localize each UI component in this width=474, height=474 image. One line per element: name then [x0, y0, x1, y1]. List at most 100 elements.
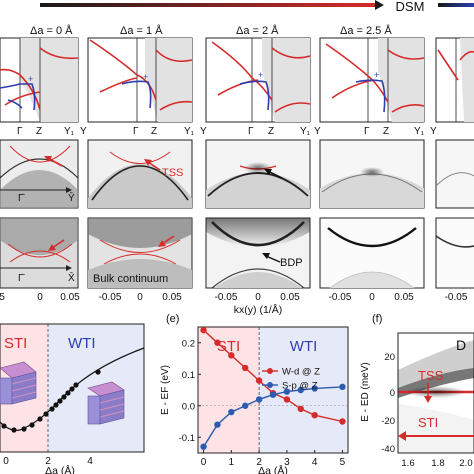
kaxis-tick: -0.05 [99, 292, 122, 303]
data-point [214, 339, 221, 346]
f-xtick: 1.6 [401, 458, 414, 469]
xtick-label: 1 [229, 457, 235, 468]
kaxis-tick: 0 [37, 292, 43, 303]
surface-panel-3 [319, 139, 425, 209]
chart-ticks: 0 1 2 3 4 5 0.2 0.1 0.0 -0.1 [179, 338, 346, 468]
xtick-label: 2 [256, 457, 262, 468]
xlabel: Δa (Å) [45, 464, 75, 474]
ytick-label: 0.1 [182, 370, 195, 381]
k-label: Z [383, 126, 389, 137]
f-sti-arrowhead [398, 431, 406, 441]
band-shade [262, 38, 310, 122]
data-point [311, 385, 318, 392]
band-plus: + [258, 70, 263, 80]
bdp-label: BDP [280, 257, 303, 269]
kaxis-tick: 0.05 [162, 292, 182, 303]
bulk-continuum-label: Bulk continuum [93, 273, 168, 285]
axis-arrowhead [66, 187, 72, 193]
xtick: 4 [87, 456, 93, 467]
band-plus: + [374, 70, 379, 80]
ytick-label: -0.1 [179, 433, 195, 444]
chart-series [200, 327, 346, 450]
k-label: Y₁ [300, 126, 311, 137]
chart-legend: W-d @ Z S-p @ Z [262, 367, 320, 392]
data-point [200, 327, 207, 334]
bottom-left-panel: STI WTI 0 2 4 [0, 323, 145, 474]
dsm-label: DSM [396, 0, 425, 14]
data-point [297, 405, 304, 413]
xspectra-cone-upper [435, 235, 474, 248]
band-plus: + [143, 72, 148, 82]
kaxis-tick: 0 [255, 292, 261, 303]
xtick-label: 0 [201, 457, 207, 468]
band-panel-2: Y Δa = 2 Å + Γ Z Y₁ [200, 24, 311, 137]
surface-panel-1: TSS [87, 139, 193, 209]
sti-label: STI [4, 335, 27, 352]
ytick-label: 0.2 [182, 338, 195, 349]
tss-arrowhead [144, 159, 152, 166]
slab-wti [87, 381, 125, 425]
chart-region-labels: STI WTI [217, 327, 317, 453]
band-red [325, 43, 425, 113]
xspectra-row: Γ̄ X̄ Bulk continuum BDP [0, 217, 474, 289]
xspectra-panel-0: Γ̄ X̄ [0, 217, 79, 289]
f-xtick: 2.0 [459, 458, 472, 469]
kaxis-tick: 0.05 [60, 292, 80, 303]
data-point [242, 364, 249, 372]
data-point [297, 386, 304, 394]
data-point [228, 408, 235, 416]
kaxis-tick: 0.05 [394, 292, 414, 303]
xtick: 2 [45, 456, 51, 467]
panel-f: (f) D TSS STI E - ED (meV) 20 0 -20 -40 … [360, 313, 474, 469]
xtick-label: 5 [340, 457, 346, 468]
band-panel-title: Δa = 1 Å [120, 24, 163, 37]
gamma-bar-label: Γ̄ [18, 193, 26, 204]
f-frame [397, 332, 474, 454]
tss-arrow [161, 235, 175, 245]
kaxis: 5 0 0.05 -0.05 0 0.05 -0.05 0 0.05 -0.05… [0, 292, 468, 316]
region-sti [198, 327, 260, 453]
chart-frame [197, 326, 349, 454]
f-glow [406, 386, 466, 398]
surface-panel-4-partial [435, 139, 474, 209]
band-blue [121, 80, 152, 109]
f-ytick: -40 [381, 444, 395, 455]
data-point [311, 412, 318, 419]
band-red [437, 49, 474, 81]
k-label: Γ [17, 126, 23, 137]
gap-points [1, 369, 101, 433]
tss-arrow [51, 239, 65, 249]
f-ytick: 0 [390, 388, 395, 399]
xspectra-cone-lower [211, 268, 305, 289]
xspectra-cone-lower [329, 271, 415, 289]
kaxis-tick: 5 [0, 292, 5, 303]
band-panel-title: Δa = 2 Å [236, 24, 279, 37]
surface-tss [109, 151, 171, 164]
k-label: Y [430, 126, 437, 137]
surface-bulk-fill [206, 172, 310, 208]
surface-glow [244, 162, 272, 174]
band-panel-title: Δa = 0 Å [30, 24, 73, 37]
band-shade [460, 38, 474, 122]
xspectra-panel-1: Bulk continuum [87, 217, 193, 289]
surface-panel-2 [205, 139, 311, 209]
band-red [89, 39, 193, 111]
band-red [211, 41, 311, 113]
xspectra-bulk-lower [214, 272, 302, 288]
data-point [228, 352, 235, 359]
xspectra-panel-4-partial [435, 217, 474, 289]
surface-bulk-edge [91, 165, 189, 201]
xspectra-bulk [0, 218, 78, 255]
surface-tss [9, 145, 71, 163]
xspectra-tss [99, 239, 181, 265]
f-ytick: 20 [384, 352, 395, 363]
band-blue [355, 79, 386, 113]
xspectra-cone-upper [211, 221, 305, 247]
band-panel-3: Y Δa = 2.5 Å + Γ Z Y₁ [314, 24, 425, 137]
panel-label-f: (f) [372, 313, 382, 325]
xspectra-cone-upper [327, 227, 417, 248]
band-blue [239, 80, 270, 111]
header: DSM [40, 0, 474, 14]
surface-panel-0: Γ̄ Ȳ [0, 139, 79, 209]
kaxis-tick: -0.05 [445, 292, 468, 303]
